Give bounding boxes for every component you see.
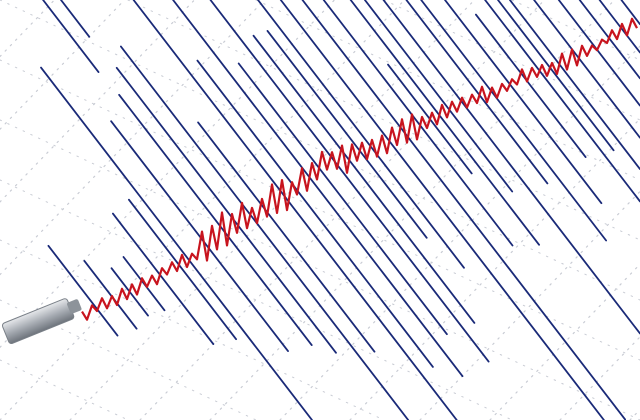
grid-line	[127, 0, 640, 241]
blue-stroke	[209, 0, 490, 363]
red-seismic-trace	[81, 17, 638, 321]
blue-stroke	[118, 93, 313, 347]
blue-stroke	[237, 62, 448, 336]
blue-stroke	[497, 0, 615, 152]
blue-stroke	[47, 244, 119, 337]
blue-stroke	[42, 0, 100, 73]
blue-stroke	[444, 0, 603, 205]
grid-line	[0, 239, 385, 420]
blue-stroke	[620, 0, 640, 26]
grid-line	[255, 0, 640, 181]
blue-stroke	[405, 0, 549, 185]
grid-line	[0, 0, 126, 130]
blue-stroke	[115, 66, 337, 354]
blue-stroke	[279, 0, 605, 420]
blue-stroke	[110, 120, 289, 353]
blue-stroke	[598, 0, 640, 54]
grid-line	[419, 190, 640, 420]
grid-line	[0, 0, 335, 348]
grid-line	[489, 263, 640, 420]
blue-stroke	[420, 0, 607, 242]
blue-stroke	[197, 121, 376, 353]
grid-line	[629, 409, 640, 420]
grid-line	[69, 0, 475, 420]
blue-stroke	[40, 66, 313, 420]
blue-stroke	[172, 0, 464, 378]
blue-stroke	[132, 0, 458, 420]
blue-stroke	[60, 0, 91, 38]
recording-pen	[1, 298, 82, 345]
blue-stroke	[257, 0, 465, 269]
blue-stroke	[349, 0, 540, 246]
blue-stroke	[382, 0, 640, 335]
blue-stroke	[196, 59, 434, 368]
blue-stroke	[301, 0, 626, 420]
grid-line	[0, 0, 56, 58]
blue-stroke	[322, 0, 514, 247]
blue-stroke	[508, 0, 640, 171]
blue-stroke	[484, 0, 640, 203]
grid-line	[0, 0, 405, 420]
grid-line	[0, 179, 513, 420]
blue-stroke	[120, 45, 410, 420]
pen-tip	[67, 299, 82, 314]
blue-stroke	[363, 0, 514, 193]
blue-stroke	[252, 34, 476, 324]
grid-line	[209, 0, 616, 420]
blue-seismic-strokes	[40, 0, 640, 420]
blue-stroke	[557, 0, 640, 107]
blue-stroke	[533, 0, 640, 139]
blue-stroke	[83, 259, 138, 330]
grid-line	[139, 0, 546, 420]
grid-line	[0, 0, 195, 203]
blue-stroke	[127, 198, 238, 341]
blue-stroke	[474, 13, 587, 159]
blue-stroke	[578, 0, 640, 80]
blue-stroke	[112, 212, 215, 346]
blue-stroke	[266, 29, 428, 239]
